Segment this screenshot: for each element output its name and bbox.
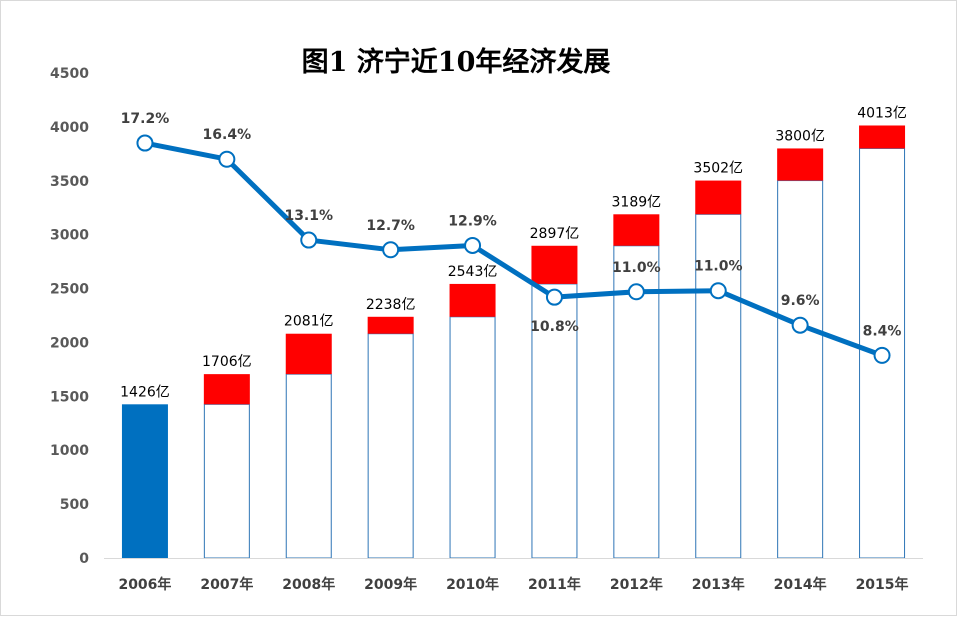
growth-line-layer (136, 134, 891, 364)
bar-increment (531, 245, 578, 284)
y-axis-ticks: 0 500 1000 1500 2000 2500 3000 3500 4000 4500 (50, 66, 89, 567)
growth-rate-label: 12.9% (448, 213, 497, 229)
growth-marker (218, 150, 236, 168)
bar-value-label: 2543亿 (448, 264, 498, 280)
y-tick-label: 3000 (50, 228, 89, 244)
bar-previous-total (285, 373, 332, 559)
growth-line (144, 140, 883, 358)
bar-value-label: 3502亿 (693, 161, 743, 177)
x-tick-label: 2007年 (200, 576, 253, 593)
x-tick-label: 2008年 (282, 576, 335, 593)
bar-increment (367, 316, 414, 334)
growth-rate-label: 16.4% (203, 127, 252, 143)
y-tick-label: 500 (60, 497, 89, 513)
growth-marker (545, 288, 563, 306)
bar-increment (285, 333, 332, 375)
bar-value-label: 3800亿 (775, 128, 825, 144)
growth-marker (136, 134, 154, 152)
growth-rate-label: 12.7% (366, 218, 415, 234)
growth-marker (464, 236, 482, 254)
bar-previous-total (449, 316, 496, 559)
bar-value-label: 2897亿 (530, 226, 580, 242)
bar-increment (449, 283, 496, 317)
y-tick-label: 4500 (50, 66, 89, 82)
y-tick-label: 2500 (50, 282, 89, 298)
bar-value-label: 2081亿 (284, 314, 334, 330)
bar-value-label: 4013亿 (857, 105, 907, 121)
x-tick-label: 2013年 (692, 576, 745, 593)
bar-value-label: 1426亿 (120, 384, 170, 400)
bar-total (121, 404, 168, 558)
y-tick-label: 1000 (50, 443, 89, 459)
growth-marker (627, 283, 645, 301)
growth-point-labels: 17.2% 16.4% 13.1% 12.7% 12.9% 10.8% 11.0% 11.0%… (121, 111, 902, 339)
bars (121, 125, 906, 559)
growth-marker (791, 316, 809, 334)
x-tick-label: 2012年 (610, 576, 663, 593)
growth-marker (709, 282, 727, 300)
growth-rate-label: 10.8% (530, 319, 579, 335)
x-tick-label: 2011年 (528, 576, 581, 593)
bar-previous-total (367, 333, 414, 559)
chart-title: 图1 济宁近10年经济发展 (302, 46, 611, 78)
y-tick-label: 3500 (50, 174, 89, 190)
bar-previous-total (777, 180, 824, 559)
y-tick-label: 1500 (50, 389, 89, 405)
growth-rate-label: 13.1% (284, 208, 333, 224)
x-axis-ticks: 2006年 2007年 2008年 2009年 2010年 2011年 2012年 2013年… (118, 576, 908, 593)
bar-previous-total (203, 403, 250, 559)
growth-rate-label: 11.0% (612, 260, 661, 276)
growth-rate-label: 9.6% (781, 293, 820, 309)
y-tick-label: 2000 (50, 335, 89, 351)
x-tick-label: 2010年 (446, 576, 499, 593)
bar-increment (695, 180, 742, 215)
x-tick-label: 2006年 (118, 576, 171, 593)
bar-value-label: 2238亿 (366, 297, 416, 313)
bar-increment (859, 125, 906, 149)
growth-rate-label: 17.2% (121, 111, 170, 127)
x-tick-label: 2014年 (774, 576, 827, 593)
growth-rate-label: 11.0% (694, 259, 743, 275)
bar-value-labels: 1426亿 1706亿 2081亿 2238亿 2543亿 2897亿 3189亿 3502亿… (120, 105, 907, 400)
x-tick-label: 2015年 (856, 576, 909, 593)
x-tick-label: 2009年 (364, 576, 417, 593)
growth-rate-label: 8.4% (863, 323, 902, 339)
bar-increment (777, 148, 824, 181)
bar-value-label: 1706亿 (202, 354, 252, 370)
bar-value-label: 3189亿 (612, 194, 662, 210)
bar-increment (613, 214, 660, 246)
growth-marker (382, 241, 400, 259)
y-tick-label: 0 (79, 551, 89, 567)
growth-marker (300, 231, 318, 249)
growth-marker (873, 346, 891, 364)
y-tick-label: 4000 (50, 120, 89, 136)
bar-increment (203, 374, 250, 405)
bar-previous-total (531, 283, 578, 559)
